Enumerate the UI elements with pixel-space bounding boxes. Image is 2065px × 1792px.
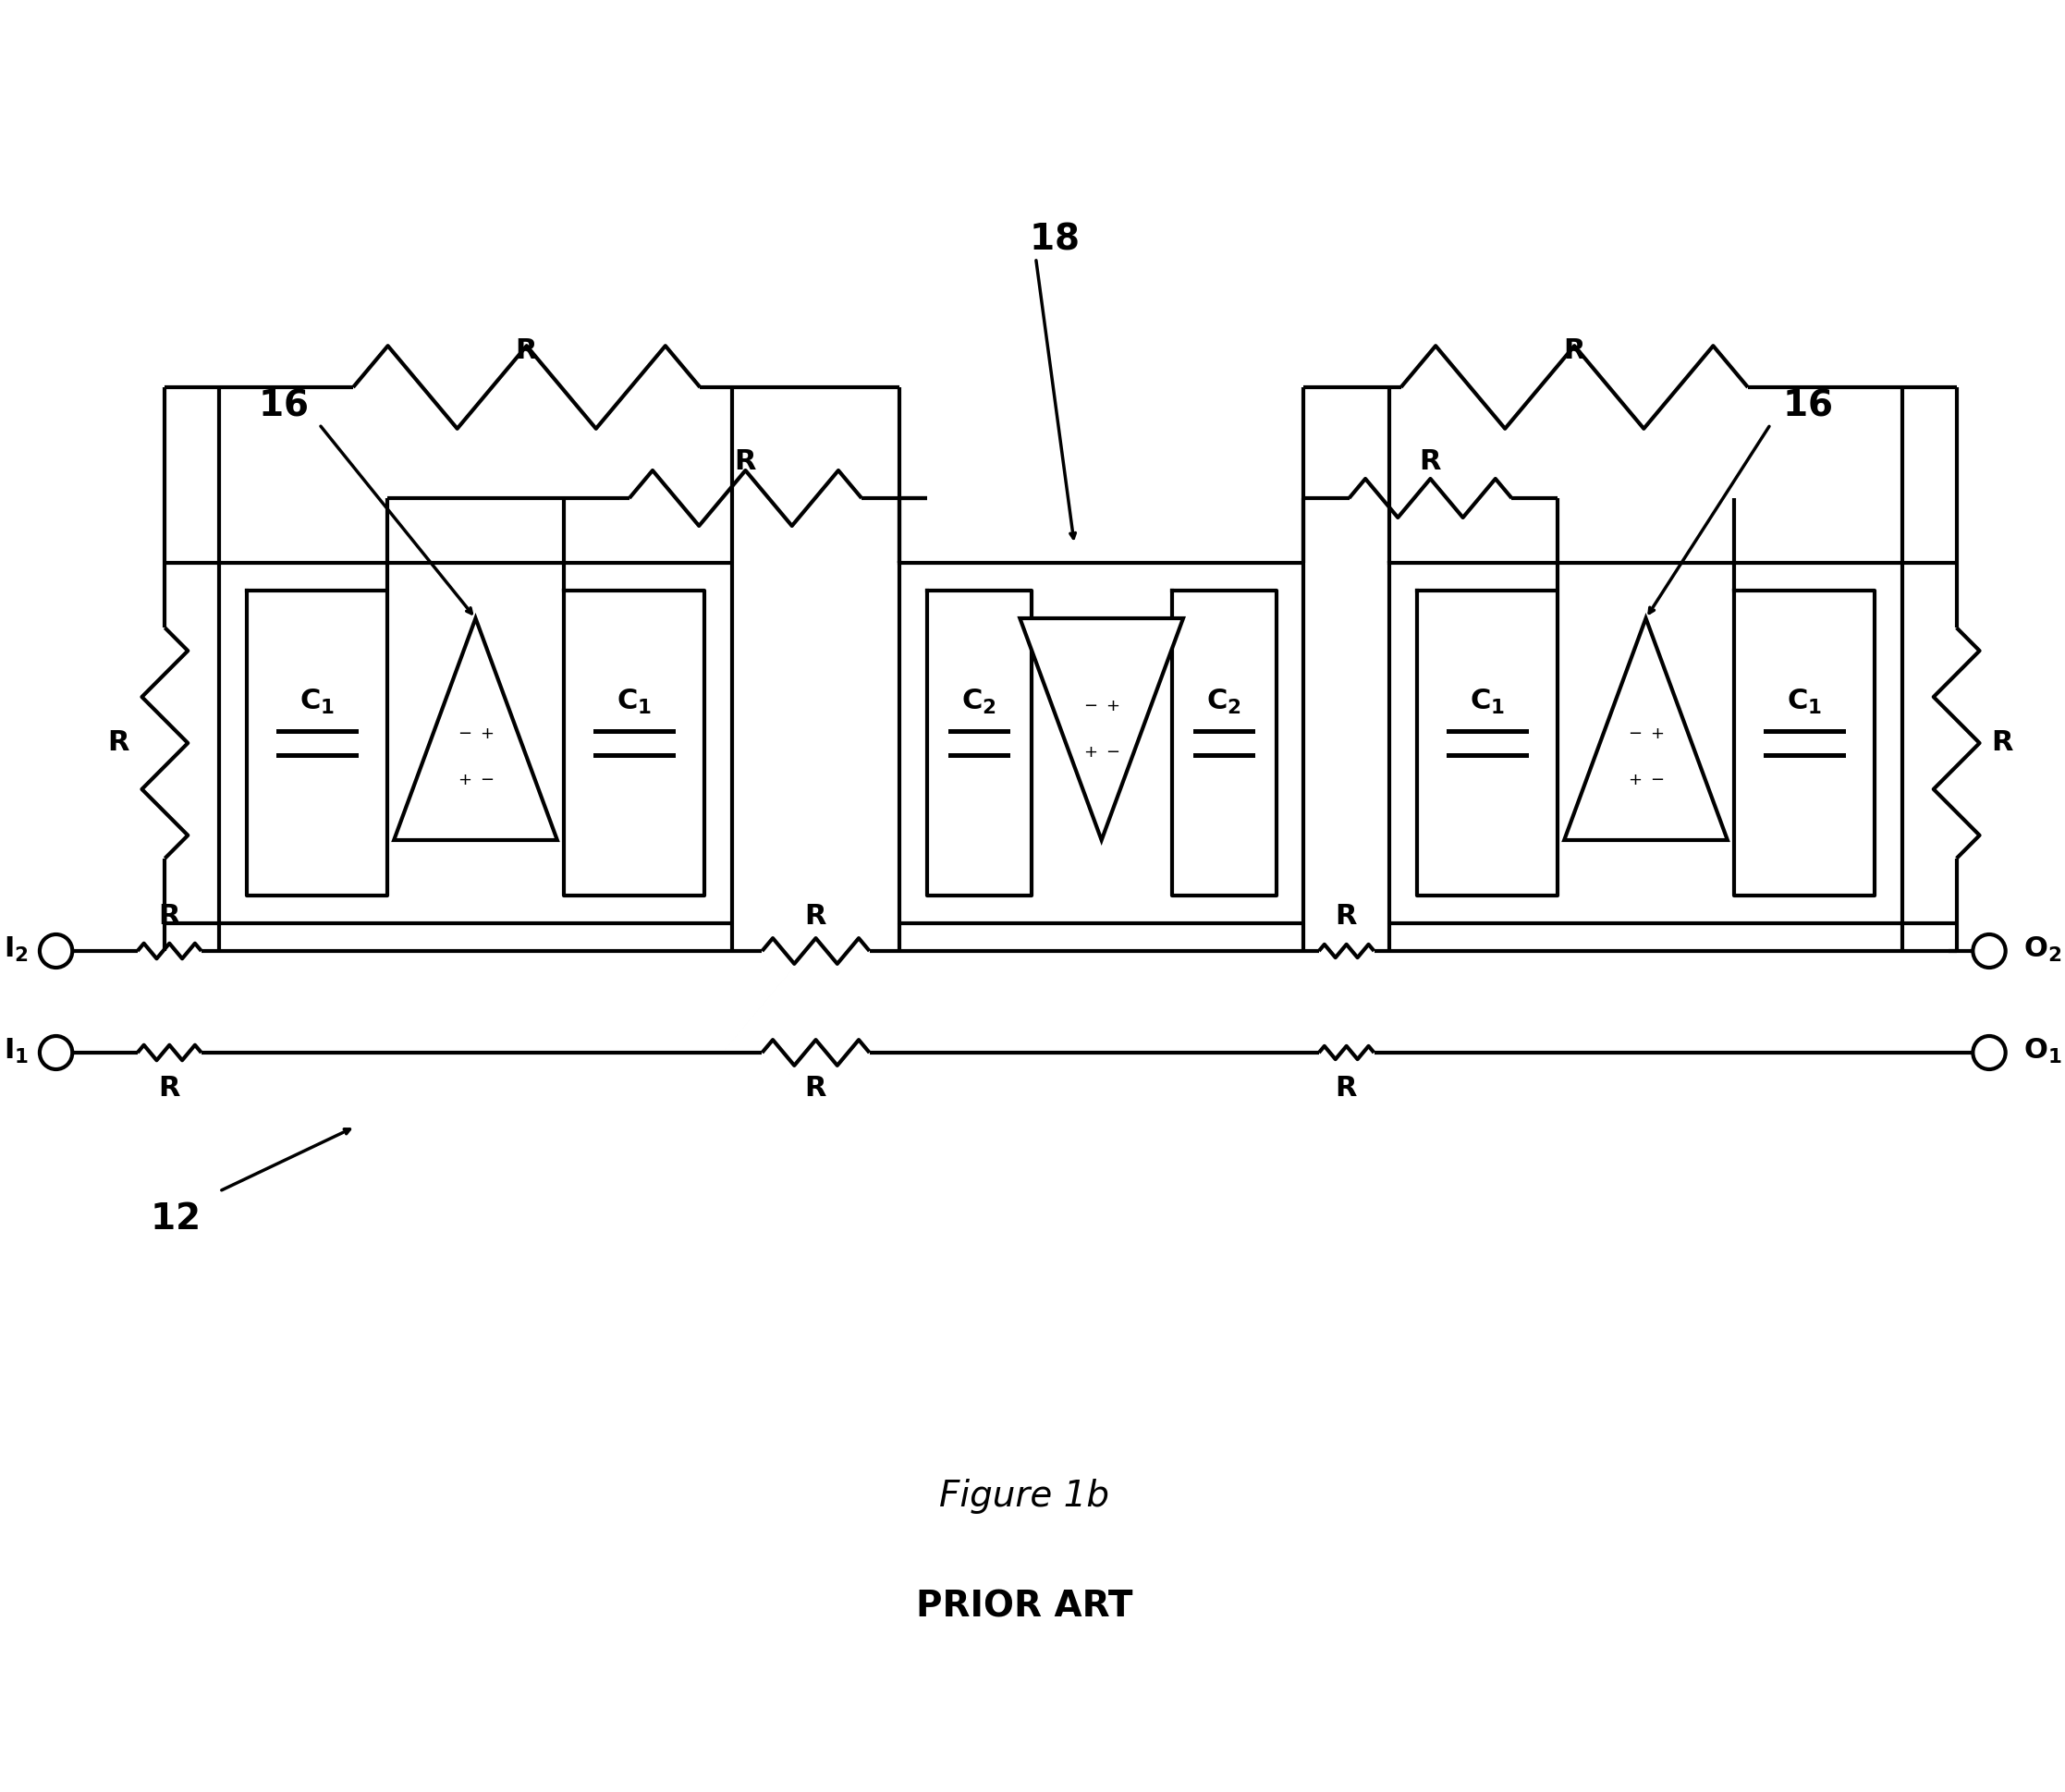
Polygon shape [1020,618,1183,840]
Text: $\mathbf{C_1}$: $\mathbf{C_1}$ [299,686,335,715]
Text: $\mathbf{R}$: $\mathbf{R}$ [1419,448,1441,475]
Text: $\mathbf{16}$: $\mathbf{16}$ [258,389,308,423]
Text: $-\ +$: $-\ +$ [1627,726,1664,742]
Text: $\mathbf{R}$: $\mathbf{R}$ [1334,903,1359,930]
Text: $\mathbf{16}$: $\mathbf{16}$ [1782,389,1832,423]
Text: $\mathbf{R}$: $\mathbf{R}$ [107,729,130,756]
Text: $\mathbf{C_1}$: $\mathbf{C_1}$ [1470,686,1505,715]
Text: $\mathbf{12}$: $\mathbf{12}$ [149,1201,198,1236]
Text: $\mathbf{R}$: $\mathbf{R}$ [514,337,539,364]
Text: $\mathbf{C_1}$: $\mathbf{C_1}$ [617,686,653,715]
Text: $\mathbf{O_1}$: $\mathbf{O_1}$ [2024,1036,2063,1064]
Text: $\mathbf{R}$: $\mathbf{R}$ [157,903,182,930]
Text: $\mathbf{C_1}$: $\mathbf{C_1}$ [1786,686,1821,715]
Text: $\mathbf{R}$: $\mathbf{R}$ [1563,337,1586,364]
Text: $\mathbf{I_2}$: $\mathbf{I_2}$ [4,935,29,964]
Text: $-\ +$: $-\ +$ [456,726,494,742]
Text: $\mathbf{R}$: $\mathbf{R}$ [803,1075,828,1100]
Text: $-\ +$: $-\ +$ [1084,697,1119,715]
Text: $+\ -$: $+\ -$ [1627,772,1664,788]
Text: $\mathbf{I_1}$: $\mathbf{I_1}$ [4,1036,29,1064]
Polygon shape [1563,618,1728,840]
Text: $+\ -$: $+\ -$ [1084,744,1119,760]
Text: $\mathbf{R}$: $\mathbf{R}$ [1991,729,2013,756]
Text: $\mathbf{18}$: $\mathbf{18}$ [1028,222,1078,256]
Text: Figure 1b: Figure 1b [940,1478,1109,1514]
Text: $\mathbf{R}$: $\mathbf{R}$ [733,448,758,475]
Text: $\mathbf{R}$: $\mathbf{R}$ [157,1075,182,1100]
Text: PRIOR ART: PRIOR ART [915,1590,1132,1625]
Text: $\mathbf{R}$: $\mathbf{R}$ [803,903,828,930]
Text: $\mathbf{R}$: $\mathbf{R}$ [1334,1075,1359,1100]
Text: $\mathbf{C_2}$: $\mathbf{C_2}$ [1206,686,1241,715]
Polygon shape [394,618,558,840]
Text: $\mathbf{O_2}$: $\mathbf{O_2}$ [2024,935,2063,964]
Text: $+\ -$: $+\ -$ [456,772,494,788]
Text: $\mathbf{C_2}$: $\mathbf{C_2}$ [962,686,997,715]
